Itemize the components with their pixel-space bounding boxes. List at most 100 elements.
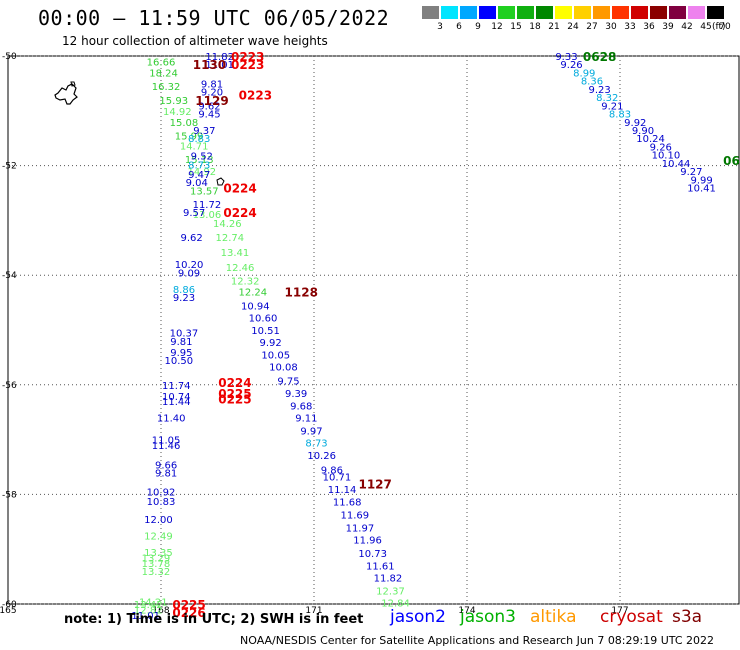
- swh-value-label: 11.97: [346, 523, 375, 534]
- colorbar-label: 24: [567, 22, 579, 32]
- swh-value-label: 13.06: [193, 210, 222, 221]
- colorbar-label: 42: [681, 22, 693, 32]
- swh-value-label: 10.26: [307, 451, 336, 462]
- colorbar-label: 70: [719, 22, 731, 32]
- swh-value-label: 9.86: [321, 466, 343, 477]
- pass-time-label: 0226: [172, 606, 205, 620]
- swh-value-label: 14.21: [139, 597, 168, 608]
- swh-value-label: 8.86: [173, 285, 195, 296]
- data-labels: 16.6618.2416.3215.9314.9215.0815.9914.71…: [131, 50, 740, 622]
- swh-value-label: 14.71: [180, 141, 209, 152]
- swh-value-label: 9.81: [155, 468, 177, 479]
- y-tick-label: -50: [2, 52, 17, 62]
- x-tick-label: 177: [611, 606, 628, 616]
- swh-value-label: 12.37: [376, 586, 405, 597]
- swh-value-label: 15.99: [175, 131, 204, 142]
- swh-value-label: 9.11: [295, 414, 317, 425]
- colorbar-label: 27: [586, 22, 598, 32]
- swh-value-label: 9.23: [173, 293, 195, 304]
- island-shape: [216, 177, 225, 186]
- y-tick-label: -60: [2, 600, 17, 610]
- pass-time-label: 0628: [583, 50, 616, 64]
- swh-value-label: 9.45: [198, 110, 220, 121]
- swh-value-label: 10.60: [249, 313, 278, 324]
- satellite-legend-item: jason2: [390, 607, 446, 627]
- swh-value-label: 9.04: [186, 178, 208, 189]
- swh-value-label: 9.92: [624, 118, 646, 129]
- swh-value-label: 11.74: [162, 381, 191, 392]
- colorbar-swatch: [517, 6, 534, 19]
- colorbar-swatch: [441, 6, 458, 19]
- swh-value-label: 10.37: [170, 329, 199, 340]
- swh-value-label: 9.92: [260, 338, 282, 349]
- swh-value-label: 15.08: [170, 118, 199, 129]
- swh-value-label: 13.42: [134, 600, 163, 611]
- swh-value-label: 12.84: [381, 598, 410, 609]
- swh-value-label: 11.82: [205, 52, 234, 63]
- colorbar-label: 39: [662, 22, 674, 32]
- colorbar-label: 12: [491, 22, 503, 32]
- swh-value-label: 11.40: [157, 414, 186, 425]
- swh-value-label: 15.93: [159, 96, 188, 107]
- colorbar-swatch: [650, 6, 667, 19]
- swh-value-label: 9.99: [690, 175, 712, 186]
- swh-value-label: 8.36: [581, 77, 603, 88]
- x-tick-label: 168: [152, 606, 169, 616]
- colorbar-swatch: [536, 6, 553, 19]
- swh-value-label: 12.00: [144, 515, 173, 526]
- swh-value-label: 11.01: [205, 60, 234, 71]
- satellite-legend-item: altika: [530, 607, 577, 627]
- colorbar-swatch: [479, 6, 496, 19]
- swh-value-label: 18.24: [149, 68, 178, 79]
- x-tick-label: 165: [0, 606, 17, 616]
- swh-value-label: 9.62: [198, 101, 220, 112]
- colorbar-swatch: [669, 6, 686, 19]
- swh-value-label: 11.68: [333, 498, 362, 509]
- swh-value-label: 10.08: [269, 363, 298, 374]
- swh-value-label: 8.73: [188, 161, 210, 172]
- swh-value-label: 12.24: [238, 288, 267, 299]
- swh-value-label: 9.26: [560, 60, 582, 71]
- pass-time-label: 1129: [195, 94, 228, 108]
- swh-value-label: 9.33: [555, 52, 577, 63]
- colorbar-label: 6: [456, 22, 462, 32]
- swh-value-label: 9.66: [155, 460, 177, 471]
- swh-value-label: 10.94: [241, 301, 270, 312]
- swh-value-label: 11.69: [340, 511, 369, 522]
- swh-value-label: 9.20: [201, 88, 223, 99]
- swh-value-label: 13.41: [221, 248, 250, 259]
- swh-value-label: 13.32: [142, 567, 171, 578]
- swh-value-label: 12.74: [216, 233, 245, 244]
- swh-value-label: 10.71: [323, 472, 352, 483]
- pass-time-label: 0224: [223, 182, 256, 196]
- swh-value-label: 12.82: [134, 605, 163, 616]
- swh-value-label: 16.32: [152, 82, 181, 93]
- swh-value-label: 9.68: [290, 402, 312, 413]
- swh-value-label: 9.57: [183, 208, 205, 219]
- island-shape: [70, 81, 76, 87]
- swh-value-label: 11.72: [193, 200, 222, 211]
- colorbar-label: 3: [437, 22, 443, 32]
- swh-value-label: 9.37: [193, 126, 215, 137]
- swh-value-label: 9.47: [188, 170, 210, 181]
- swh-value-label: 12.46: [226, 263, 255, 274]
- swh-value-label: 9.52: [191, 152, 213, 163]
- swh-value-label: 15.13: [185, 155, 214, 166]
- colorbar-label: 30: [605, 22, 617, 32]
- island-outlines: [54, 81, 225, 186]
- swh-value-label: 9.62: [180, 233, 202, 244]
- x-tick-label: 171: [305, 606, 322, 616]
- pass-time-label: 1127: [358, 477, 391, 491]
- chart-subtitle: 12 hour collection of altimeter wave hei…: [62, 34, 328, 48]
- swh-value-label: 9.97: [300, 426, 322, 437]
- swh-value-label: 10.24: [636, 134, 665, 145]
- swh-value-label: 9.95: [170, 348, 192, 359]
- colorbar-unit: (ft): [712, 22, 726, 32]
- swh-value-label: 10.92: [147, 488, 176, 499]
- colorbar-label: 33: [624, 22, 636, 32]
- swh-value-label: 11.01: [131, 611, 160, 622]
- swh-value-label: 8.83: [609, 110, 631, 121]
- colorbar-swatch: [593, 6, 610, 19]
